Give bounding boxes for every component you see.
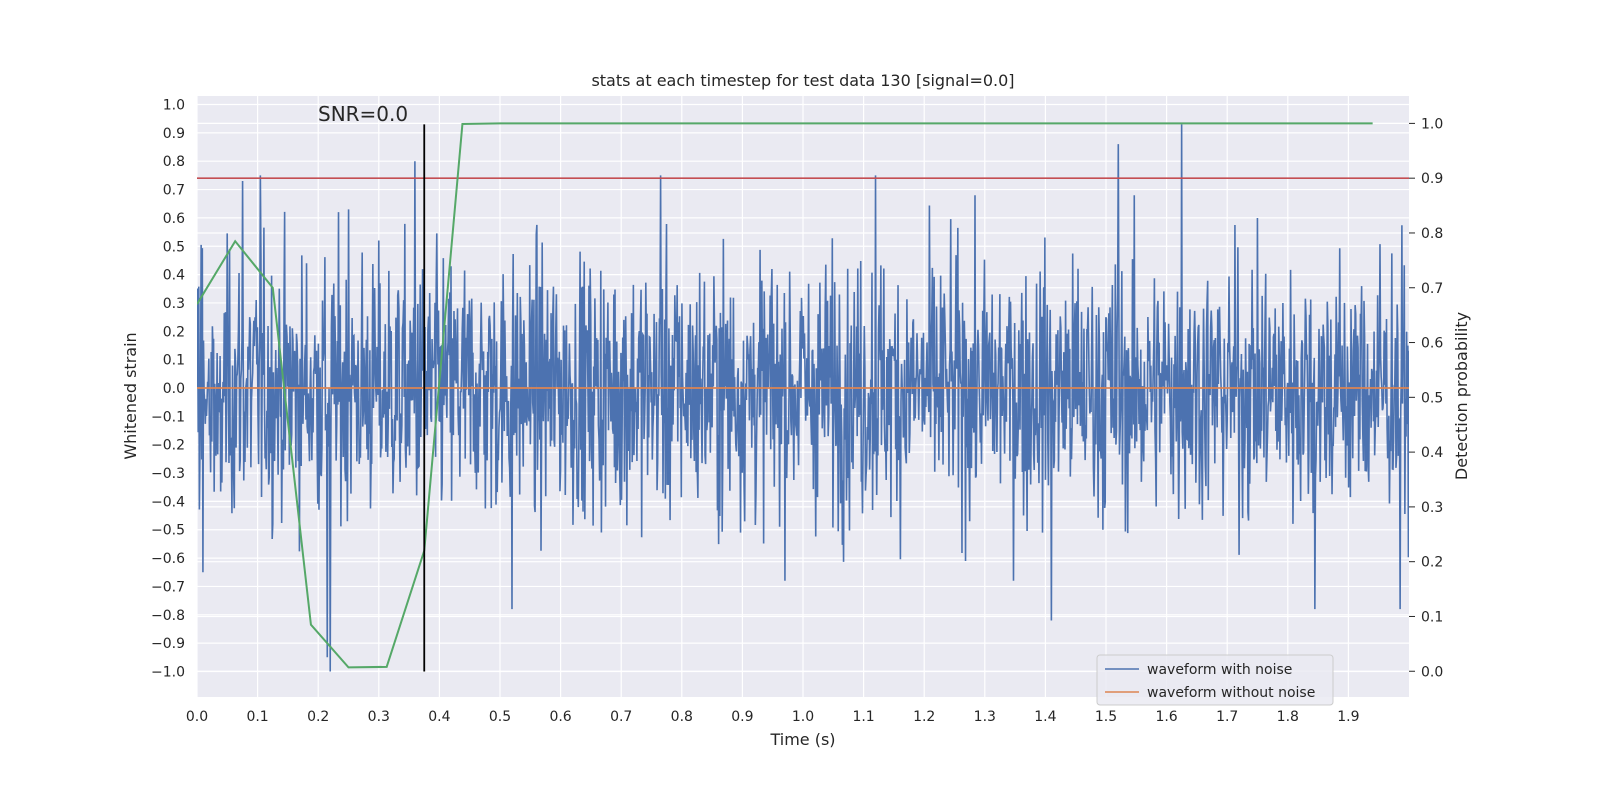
y2-tick-label: 0.4 [1421,445,1443,461]
x-tick-label: 0.8 [671,709,693,725]
series-waveform-with-noise [197,124,1409,672]
y-tick-label: −0.3 [151,466,185,482]
y-tick-label: −0.5 [151,523,185,539]
legend-box [1096,654,1334,706]
x-tick-label: 1.5 [1095,709,1117,725]
x-tick-label: 1.6 [1155,709,1177,725]
x-tick-label: 1.8 [1277,709,1299,725]
x-tick-label: 1.1 [852,709,874,725]
x-tick-label: 0.5 [489,709,511,725]
y2-tick-label: 1.0 [1421,116,1443,132]
y-tick-label: 0.7 [163,183,185,199]
y-tick-label: 0.5 [163,239,185,255]
y-tick-label: 0.2 [163,324,185,340]
y-tick-label: 0.8 [163,154,185,170]
x-tick-label: 0.0 [186,709,208,725]
x-tick-label: 1.7 [1216,709,1238,725]
y2-tick-label: 0.0 [1421,664,1443,680]
x-tick-label: 0.9 [731,709,753,725]
x-tick-label: 0.6 [549,709,571,725]
y-axis-label: Whitened strain [121,332,140,459]
x-tick-label: 0.1 [246,709,268,725]
y-tick-label: 0.6 [163,211,185,227]
y-tick-label: −0.8 [151,608,185,624]
x-axis-label: Time (s) [769,730,835,749]
chart-title: stats at each timestep for test data 130… [591,71,1014,90]
series-detection-probability [197,122,1373,669]
x-tick-label: 1.2 [913,709,935,725]
y2-tick-label: 0.6 [1421,336,1443,352]
y-tick-label: −0.7 [151,579,185,595]
y-tick-label: 0.0 [163,381,185,397]
y-tick-label: −0.9 [151,636,185,652]
x-tick-labels: 0.0 0.1 0.2 0.3 0.4 0.5 0.6 0.7 0.8 0.9 1.0 1.1 1.2 1… [186,709,1360,725]
y-tick-labels: 1.0 0.9 0.8 0.7 0.6 0.5 0.4 0.3 0.2 0.1 0.0 −0.1 −0.… [151,98,185,681]
y2-axis-label: Detection probability [1452,312,1471,480]
y2-tick-label: 0.8 [1421,226,1443,242]
y-tick-label: 0.3 [163,296,185,312]
y-tick-label: −0.2 [151,438,185,454]
annotation-snr: SNR=0.0 [318,102,408,126]
x-tick-label: 0.3 [368,709,390,725]
y2-tick-label: 0.3 [1421,500,1443,516]
y-tick-label: 0.1 [163,353,185,369]
x-tick-label: 0.7 [610,709,632,725]
y-tick-label: −1.0 [151,664,185,680]
x-tick-label: 1.4 [1034,709,1056,725]
y2-tick-label: 0.9 [1421,171,1443,187]
plot-content [197,122,1409,672]
y-tick-label: −0.4 [151,494,185,510]
y2-tick-label: 0.7 [1421,281,1443,297]
x-tick-label: 1.3 [974,709,996,725]
y2-tick-label: 0.2 [1421,555,1443,571]
x-tick-label: 1.9 [1337,709,1359,725]
legend-label-clean: waveform without noise [1147,685,1315,701]
y-tick-label: −0.6 [151,551,185,567]
x-tick-label: 0.2 [307,709,329,725]
y2-tick-label: 0.5 [1421,390,1443,406]
y-tick-label: −0.1 [151,409,185,425]
y-tick-label: 0.4 [163,268,185,284]
legend: waveform with noise waveform without noi… [1096,654,1334,706]
y2-tick-labels: 1.0 0.9 0.8 0.7 0.6 0.5 0.4 0.3 0.2 0.1 0.0 [1409,116,1443,680]
y2-tick-label: 0.1 [1421,609,1443,625]
y-tick-label: 1.0 [163,98,185,114]
x-tick-label: 1.0 [792,709,814,725]
x-tick-label: 0.4 [428,709,450,725]
legend-label-noise: waveform with noise [1147,662,1292,678]
y-tick-label: 0.9 [163,126,185,142]
